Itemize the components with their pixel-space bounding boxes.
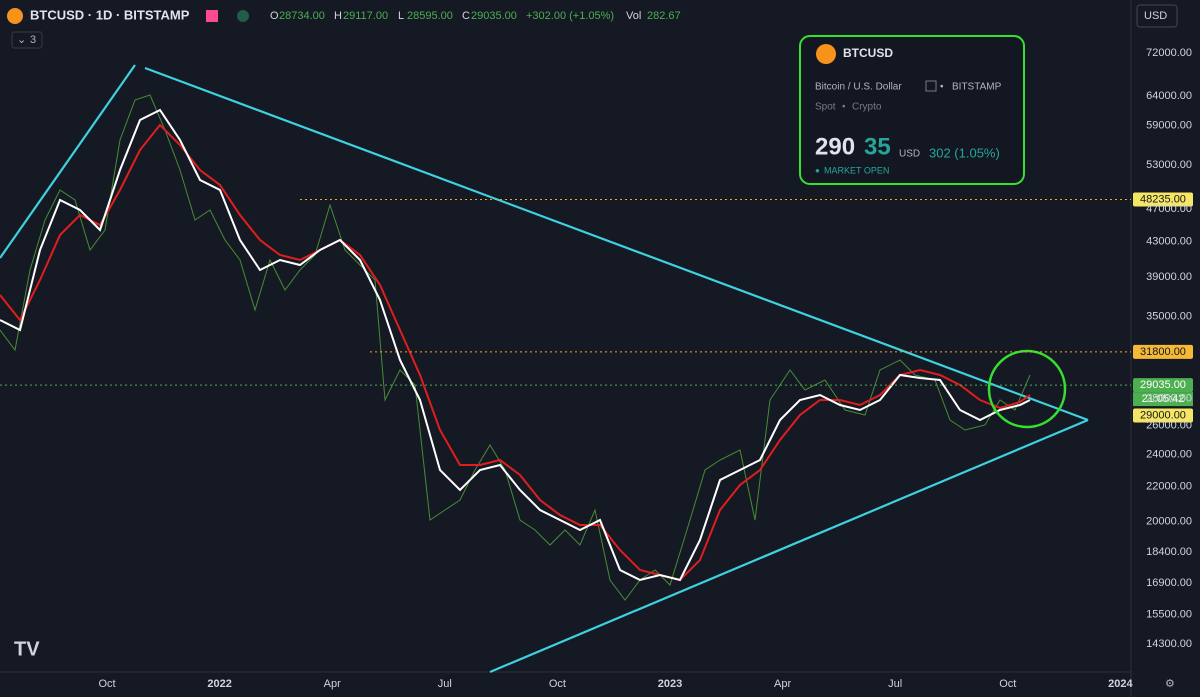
price-tick-label: 39000.00 (1146, 271, 1192, 283)
card-price-main: 290 (815, 133, 855, 160)
price-label-bg (1133, 344, 1193, 359)
trendline (0, 64, 136, 259)
tv-logo: TV (14, 638, 40, 660)
price-tick-label: 16900.00 (1146, 577, 1192, 589)
time-label: Oct (98, 678, 115, 690)
trendline (489, 418, 1089, 674)
time-axis: Oct 2022 Apr Jul Oct 2023 Apr Jul Oct 2024 (98, 678, 1133, 690)
card-name: Bitcoin / U.S. Dollar (815, 82, 902, 93)
currency-label: USD (1144, 10, 1167, 22)
card-currency: USD (899, 149, 920, 160)
status-dot: ● (815, 166, 820, 175)
price-tick-label: 43000.00 (1146, 235, 1192, 247)
price-tick-label: 26000.00 (1146, 419, 1192, 431)
price-tick-label: 15500.00 (1146, 609, 1192, 621)
indicator-count: 3 (30, 34, 36, 46)
ohlc-key: L (398, 10, 404, 22)
price-tick-label: 24000.00 (1146, 449, 1192, 461)
price-label: 29000.00 (1140, 409, 1186, 421)
ohlc-value: 29035.00 (471, 10, 517, 22)
trendline (144, 66, 1089, 422)
price-tick-label: 59000.00 (1146, 120, 1192, 132)
status-dot (237, 10, 249, 22)
time-label: Apr (324, 678, 341, 690)
settings-icon[interactable]: ⚙ (1165, 678, 1175, 690)
card-price-fraction: 35 (864, 133, 891, 160)
external-link[interactable] (925, 80, 937, 92)
card-icon (816, 44, 836, 64)
info-card (799, 35, 1025, 185)
countdown: 21:05:42 (1142, 393, 1185, 405)
time-label: Jul (438, 678, 452, 690)
countdown-bg (1133, 392, 1193, 407)
price-tick-label: 64000.00 (1146, 90, 1192, 102)
price-label: 29035.00 (1140, 379, 1186, 391)
card-symbol: BTCUSD (843, 46, 893, 60)
price-tick-label: 14300.00 (1146, 638, 1192, 650)
price-label: 31800.00 (1140, 346, 1186, 358)
card-exchange: BITSTAMP (952, 82, 1002, 93)
price-tick-label: 18400.00 (1146, 546, 1192, 558)
card-market: Spot (815, 102, 836, 113)
white-moving-average (0, 108, 1031, 582)
price-label-bg (1133, 378, 1193, 393)
chevron: ⌄ (17, 34, 26, 46)
card-change: 302 (1.05%) (929, 145, 1000, 160)
time-label: 2023 (658, 678, 682, 690)
currency-selector[interactable] (1136, 4, 1178, 28)
card-status: MARKET OPEN (824, 165, 889, 175)
price-axis: 72000.00 64000.00 59000.00 53000.00 47000.00… (1146, 47, 1192, 650)
bullet: • (842, 102, 846, 113)
volume-key: Vol (626, 10, 641, 22)
indicator-toggle[interactable] (11, 31, 43, 49)
time-label: 2022 (207, 678, 231, 690)
time-label: Apr (774, 678, 791, 690)
ohlc-key: C (462, 10, 470, 22)
price-label-bg (1133, 192, 1193, 207)
price-tick-label: 53000.00 (1146, 159, 1192, 171)
flag[interactable] (206, 10, 218, 22)
ohlc-value: 29117.00 (343, 10, 388, 22)
time-label: Oct (999, 678, 1016, 690)
time-label: Oct (549, 678, 566, 690)
ohlc-value: 28734.00 (279, 10, 325, 22)
price-tick-label: 22000.00 (1146, 480, 1192, 492)
ohlc-key: O (270, 10, 279, 22)
price-tick-label: 47000.00 (1146, 203, 1192, 215)
bullet: • (940, 82, 944, 93)
ohlc-key: H (334, 10, 342, 22)
highlight-circle (987, 349, 1067, 429)
card-asset-class: Crypto (852, 102, 882, 113)
btc-icon (7, 8, 23, 24)
price-tick-label: 72000.00 (1146, 47, 1192, 59)
levels: 48235.00 31800.00 29035.00 29000.00 21:05:42 (0, 192, 1193, 423)
price-tick-label: 35000.00 (1146, 311, 1192, 323)
price-label: 48235.00 (1140, 193, 1186, 205)
volume-value: 282.67 (647, 10, 681, 22)
ohlc-value: 28595.00 (407, 10, 453, 22)
change: +302.00 (+1.05%) (526, 10, 614, 22)
ohlc: O 28734.00 H 29117.00 L 28595.00 C 29035.00 +302… (270, 10, 681, 22)
price-tick-label: 20000.00 (1146, 515, 1192, 527)
price-tick-label: 28000.00 (1146, 392, 1192, 404)
price-label-bg (1133, 408, 1193, 423)
time-label: Jul (888, 678, 902, 690)
time-label: 2024 (1108, 678, 1133, 690)
trendlines (0, 64, 1089, 674)
symbol-title: BTCUSD · 1D · BITSTAMP (30, 7, 190, 22)
red-moving-average (0, 123, 1031, 582)
